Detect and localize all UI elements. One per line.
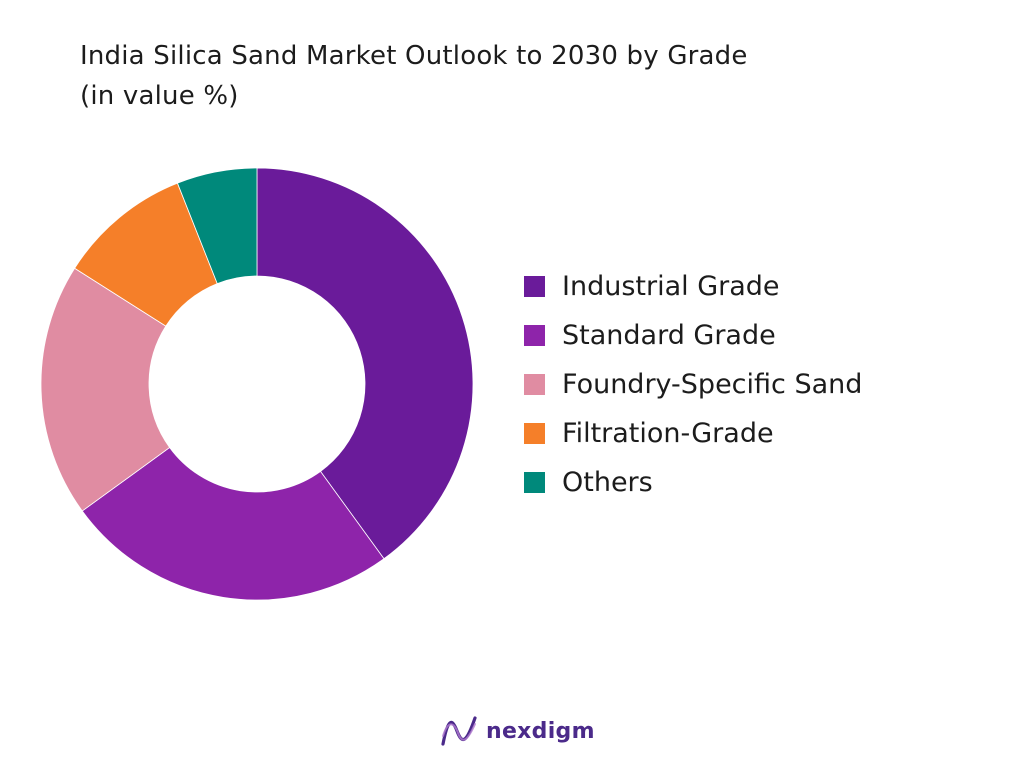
legend-swatch [524, 423, 545, 444]
legend-label: Standard Grade [562, 320, 776, 351]
chart-title-block: India Silica Sand Market Outlook to 2030… [80, 36, 980, 116]
legend-label: Industrial Grade [562, 271, 780, 302]
donut-slice-industrial-grade [256, 167, 474, 560]
legend-label: Foundry-Specific Sand [562, 369, 863, 400]
donut-slice-foundry-specific-sand [40, 267, 171, 512]
legend-item: Others [524, 458, 862, 507]
donut-chart [40, 167, 474, 601]
nexdigm-logo-icon [441, 716, 477, 746]
chart-legend: Industrial Grade Standard Grade Foundry-Sp… [524, 262, 862, 507]
legend-item: Foundry-Specific Sand [524, 360, 862, 409]
legend-label: Others [562, 467, 653, 498]
legend-swatch [524, 276, 545, 297]
legend-label: Filtration-Grade [562, 418, 774, 449]
legend-swatch [524, 472, 545, 493]
brand-name: nexdigm [486, 718, 595, 744]
brand-logo: nexdigm [440, 714, 595, 748]
legend-item: Industrial Grade [524, 262, 862, 311]
donut-slice-others [176, 167, 258, 285]
legend-swatch [524, 374, 545, 395]
chart-title: India Silica Sand Market Outlook to 2030… [80, 41, 748, 71]
legend-item: Filtration-Grade [524, 409, 862, 458]
donut-slice-standard-grade [81, 446, 385, 601]
legend-swatch [524, 325, 545, 346]
legend-item: Standard Grade [524, 311, 862, 360]
chart-subtitle: (in value %) [80, 81, 239, 111]
